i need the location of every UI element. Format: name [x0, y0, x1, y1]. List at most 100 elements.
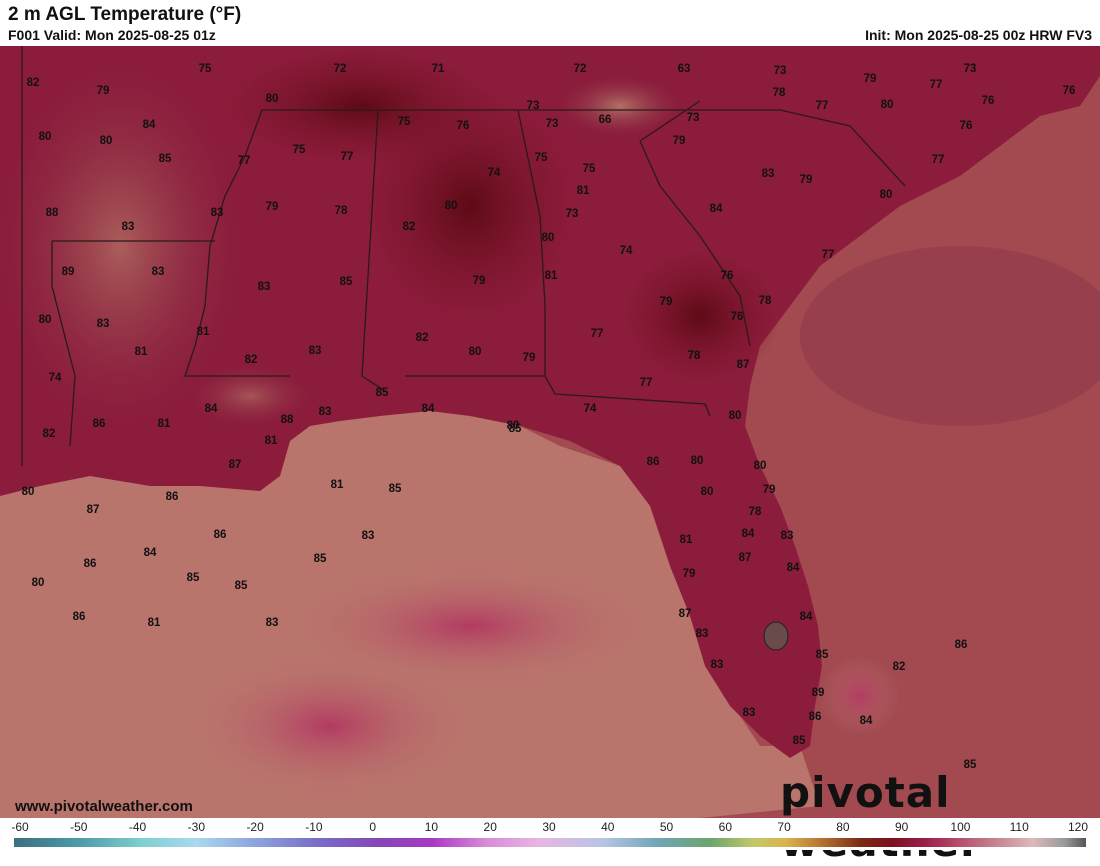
- station-temperature-label: 80: [542, 232, 555, 244]
- station-temperature-label: 78: [335, 205, 348, 217]
- station-temperature-label: 85: [235, 580, 248, 592]
- temperature-map[interactable]: 82 79 75 72 71 72 63 73 79 73 77 76 76 80 84 80 80 75 76 73…: [0, 46, 1100, 818]
- station-temperature-label: 87: [87, 504, 100, 516]
- station-temperature-label: 74: [49, 372, 62, 384]
- color-scale-tick-label: 100: [950, 820, 971, 834]
- station-temperature-label: 78: [688, 350, 701, 362]
- land-southeast-us: [0, 46, 1100, 758]
- station-temperature-label: 83: [97, 318, 110, 330]
- state-borders: [21, 46, 906, 466]
- color-scale-tick-label: 40: [601, 820, 615, 834]
- station-temperature-label: 87: [679, 608, 692, 620]
- color-scale-tick-label: 70: [777, 820, 791, 834]
- station-temperature-label: 80: [701, 486, 714, 498]
- station-temperature-label: 82: [27, 77, 40, 89]
- station-temperature-label: 75: [535, 152, 548, 164]
- station-temperature-label: 80: [100, 135, 113, 147]
- station-temperature-label: 85: [159, 153, 172, 165]
- station-temperature-label: 80: [754, 460, 767, 472]
- station-temperature-label: 79: [864, 73, 877, 85]
- station-temperature-label: 86: [166, 491, 179, 503]
- station-temperature-label: 73: [964, 63, 977, 75]
- station-temperature-label: 73: [566, 208, 579, 220]
- station-temperature-label: 85: [314, 553, 327, 565]
- color-scale-tick-label: -30: [187, 820, 205, 834]
- station-temperature-label: 75: [199, 63, 212, 75]
- station-temperature-label: 83: [152, 266, 165, 278]
- pivotal-weather-logo: pivotal weather: [780, 768, 981, 866]
- color-scale-tick-label: 60: [718, 820, 733, 834]
- station-temperature-label: 81: [577, 185, 590, 197]
- station-temperature-label: 85: [964, 759, 977, 771]
- station-temperature-label: 85: [376, 387, 389, 399]
- color-scale-tick-label: -60: [11, 820, 29, 834]
- station-temperature-label: 72: [334, 63, 347, 75]
- station-temperature-label: 77: [932, 154, 945, 166]
- station-temperature-label: 75: [583, 163, 596, 175]
- station-temperature-label: 83: [266, 617, 279, 629]
- station-temperature-label: 83: [309, 345, 322, 357]
- valid-time-label: F001 Valid: Mon 2025-08-25 01z: [8, 27, 216, 43]
- station-temperature-label: 81: [265, 435, 278, 447]
- station-temperature-label: 82: [416, 332, 429, 344]
- station-temperature-label: 85: [340, 276, 353, 288]
- station-temperature-label: 63: [678, 63, 691, 75]
- station-temperature-label: 89: [812, 687, 825, 699]
- station-temperature-label: 81: [545, 270, 558, 282]
- station-temperature-label: 81: [158, 418, 171, 430]
- color-scale-tick-label: -40: [128, 820, 147, 834]
- station-temperature-label: 72: [574, 63, 587, 75]
- station-temperature-label: 80: [507, 420, 520, 432]
- map-title: 2 m AGL Temperature (°F): [8, 4, 242, 25]
- station-temperature-label: 76: [1063, 85, 1076, 97]
- station-temperature-label: 81: [680, 534, 693, 546]
- station-temperature-label: 76: [960, 120, 973, 132]
- station-temperature-label: 86: [647, 456, 660, 468]
- station-temperature-label: 82: [893, 661, 906, 673]
- station-temperature-label: 78: [759, 295, 772, 307]
- station-temperature-label: 73: [774, 65, 787, 77]
- station-temperature-label: 80: [469, 346, 482, 358]
- station-temperature-label: 79: [523, 352, 536, 364]
- station-temperature-label: 79: [683, 568, 696, 580]
- lake-okeechobee: [763, 621, 789, 651]
- station-temperature-label: 79: [800, 174, 813, 186]
- station-temperature-label: 81: [135, 346, 148, 358]
- station-temperature-label: 83: [762, 168, 775, 180]
- station-temperature-label: 66: [599, 114, 612, 126]
- station-temperature-label: 86: [84, 558, 97, 570]
- init-time-label: Init: Mon 2025-08-25 00z HRW FV3: [865, 27, 1092, 43]
- station-temperature-label: 77: [816, 100, 829, 112]
- station-temperature-label: 74: [584, 403, 597, 415]
- station-temperature-label: 81: [331, 479, 344, 491]
- station-temperature-label: 80: [266, 93, 279, 105]
- color-scale-tick-label: -10: [305, 820, 323, 834]
- station-temperature-label: 85: [389, 483, 402, 495]
- color-scale-bar: [14, 838, 1086, 847]
- station-temperature-label: 82: [403, 221, 416, 233]
- station-temperature-label: 82: [245, 354, 258, 366]
- station-temperature-label: 83: [319, 406, 332, 418]
- station-temperature-label: 83: [122, 221, 135, 233]
- color-scale-tick-label: 20: [483, 820, 497, 834]
- website-label[interactable]: www.pivotalweather.com: [15, 798, 193, 815]
- color-scale-tick-label: 50: [659, 820, 674, 834]
- station-temperature-label: 80: [39, 314, 52, 326]
- station-temperature-label: 76: [982, 95, 995, 107]
- station-temperature-label: 77: [930, 79, 943, 91]
- station-temperature-label: 73: [546, 118, 559, 130]
- station-temperature-label: 84: [800, 611, 813, 623]
- station-temperature-label: 86: [73, 611, 86, 623]
- station-temperature-label: 85: [793, 735, 806, 747]
- color-scale-tick-label: 30: [542, 820, 556, 834]
- station-temperature-label: 74: [620, 245, 633, 257]
- station-temperature-label: 84: [710, 203, 723, 215]
- station-temperature-label: 77: [238, 155, 251, 167]
- station-temperature-label: 79: [673, 135, 686, 147]
- station-temperature-label: 75: [293, 144, 306, 156]
- station-temperature-label: 76: [731, 311, 744, 323]
- station-temperature-label: 80: [729, 410, 742, 422]
- station-temperature-label: 77: [341, 151, 354, 163]
- station-temperature-label: 76: [721, 270, 734, 282]
